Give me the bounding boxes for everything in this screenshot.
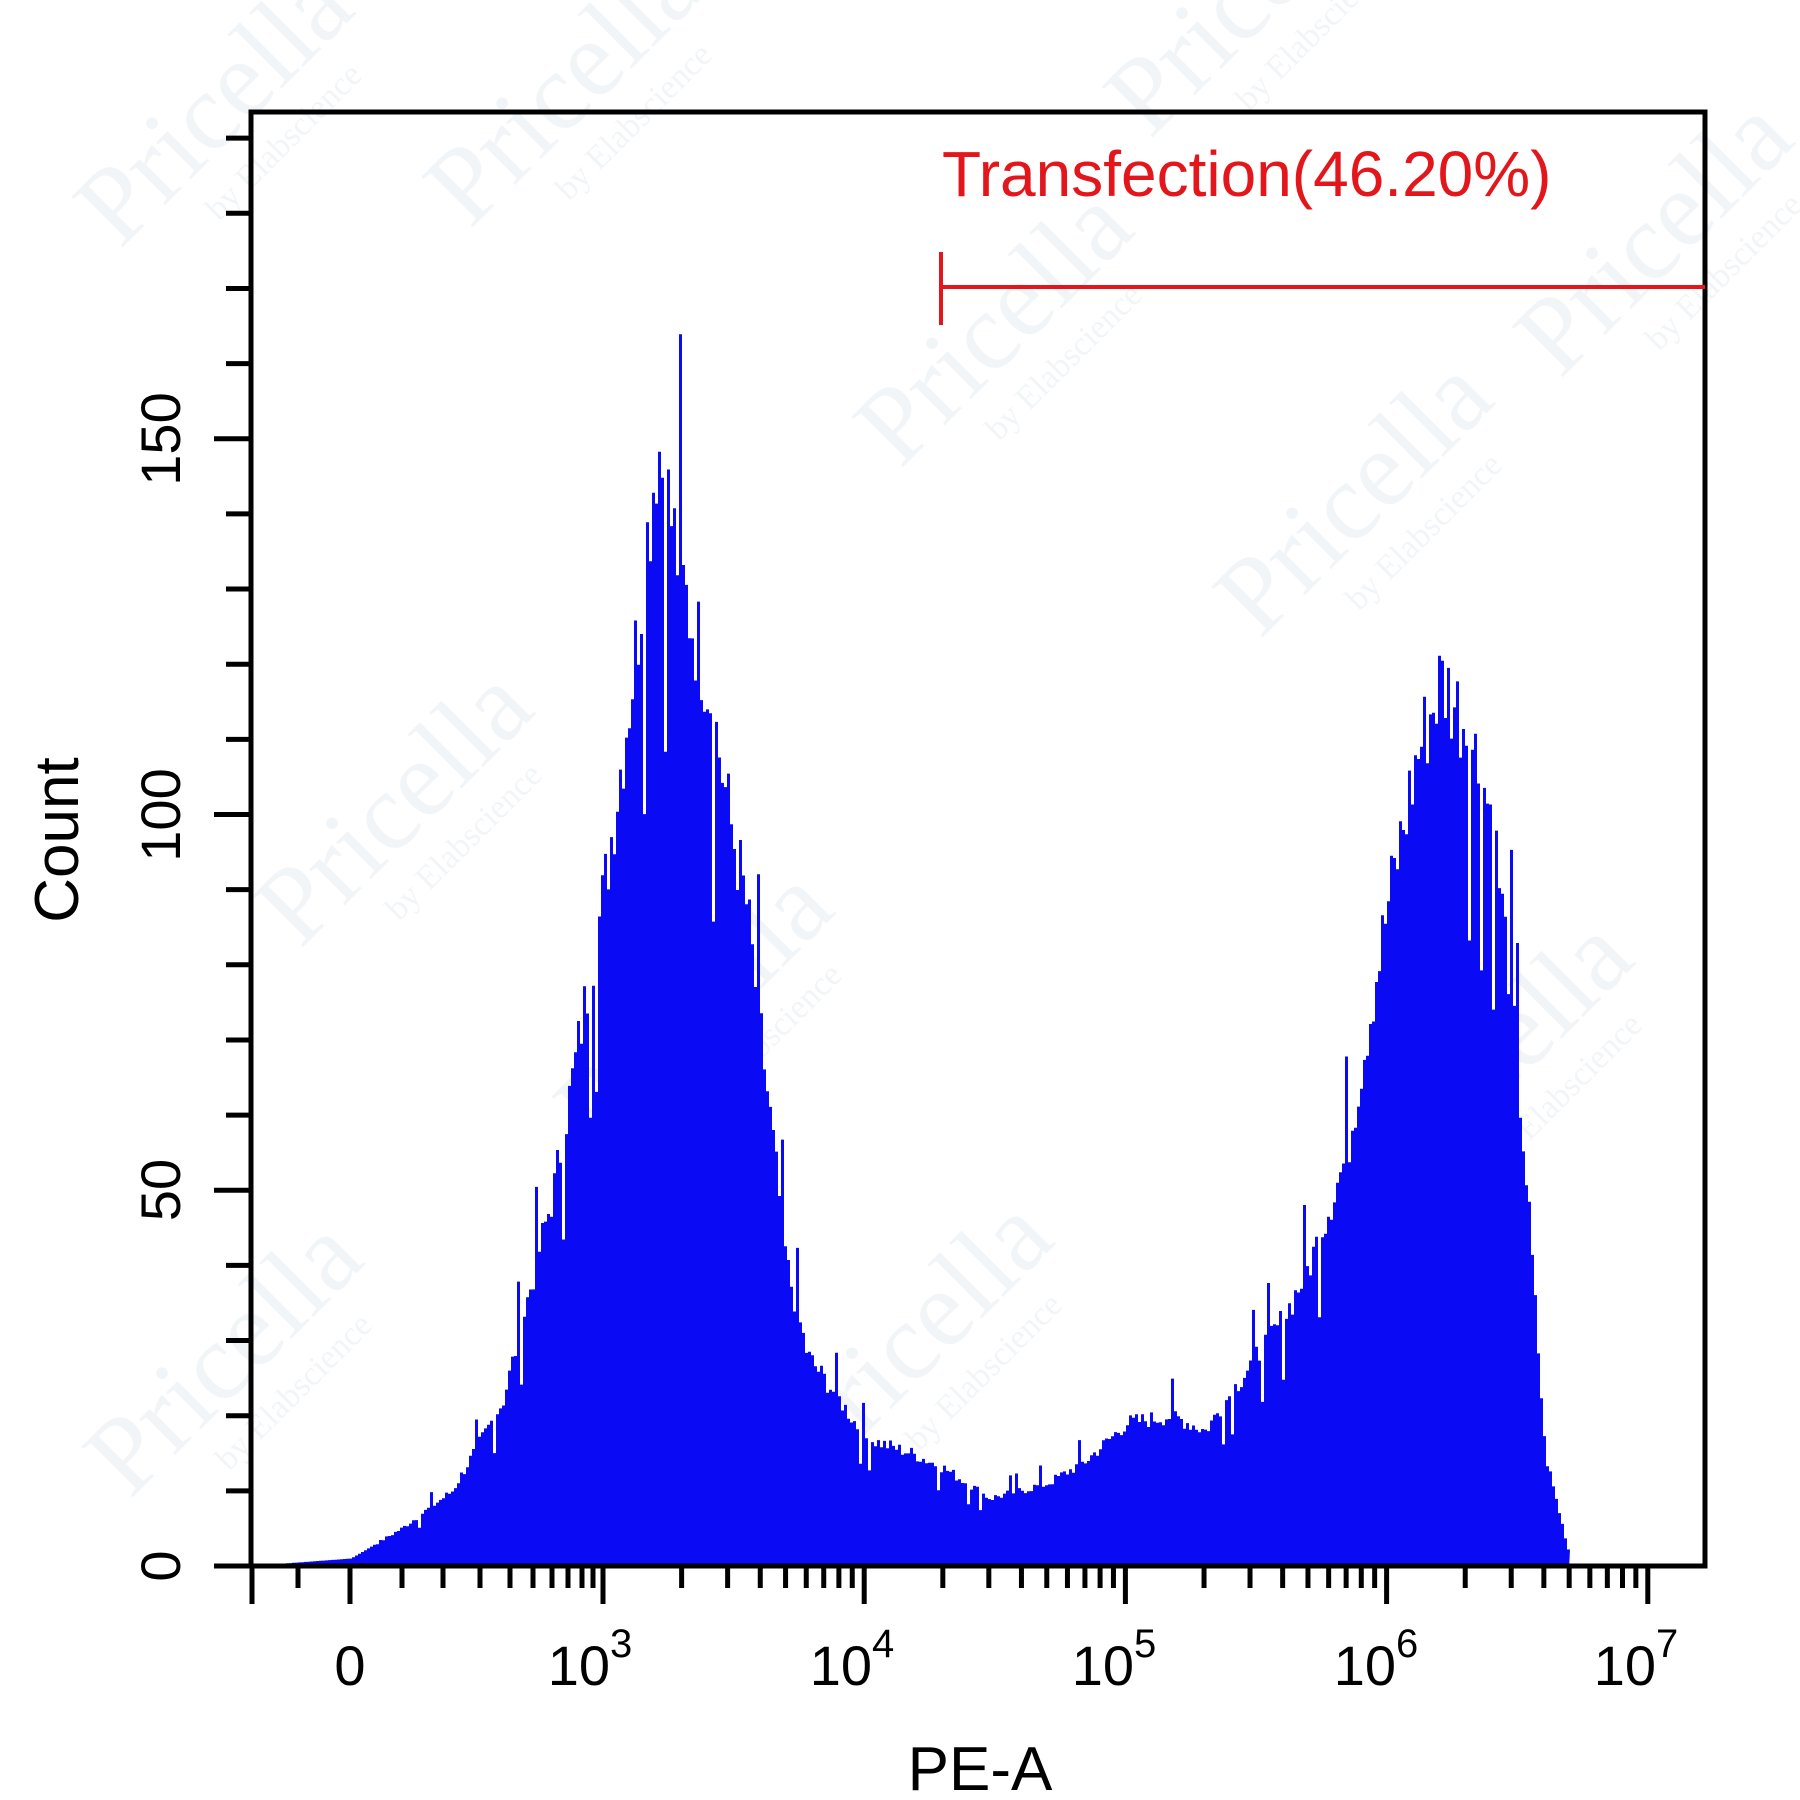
x-axis-title: PE-A xyxy=(908,1735,1053,1800)
plot-frame xyxy=(248,109,1708,1569)
x-tick-label-1e4: 104 xyxy=(810,1622,895,1697)
y-tick-label-50: 50 xyxy=(129,1159,192,1221)
gate-label: Transfection(46.20%) xyxy=(942,138,1551,210)
x-axis-ticks xyxy=(249,1566,1651,1604)
svg-text:Pricella: Pricella xyxy=(401,0,725,247)
y-axis-tick-labels: 0 50 100 150 xyxy=(129,392,192,1581)
x-tick-label-1e6: 106 xyxy=(1334,1622,1419,1697)
x-axis-tick-labels: 0 103 104 105 106 107 xyxy=(334,1622,1678,1697)
svg-text:Pricella: Pricella xyxy=(51,0,375,267)
x-tick-label-0: 0 xyxy=(334,1634,365,1697)
x-tick-label-1e7: 107 xyxy=(1594,1622,1679,1697)
x-tick-label-1e3: 103 xyxy=(548,1622,633,1697)
y-tick-label-100: 100 xyxy=(129,768,192,861)
transfection-gate[interactable]: Transfection(46.20%) xyxy=(939,138,1705,325)
y-axis-title: Count xyxy=(23,757,92,922)
y-tick-label-0: 0 xyxy=(129,1550,192,1581)
y-tick-label-150: 150 xyxy=(129,392,192,485)
x-tick-label-1e5: 105 xyxy=(1072,1622,1157,1697)
y-axis-ticks xyxy=(214,135,251,1569)
histogram-area xyxy=(250,334,1570,1566)
